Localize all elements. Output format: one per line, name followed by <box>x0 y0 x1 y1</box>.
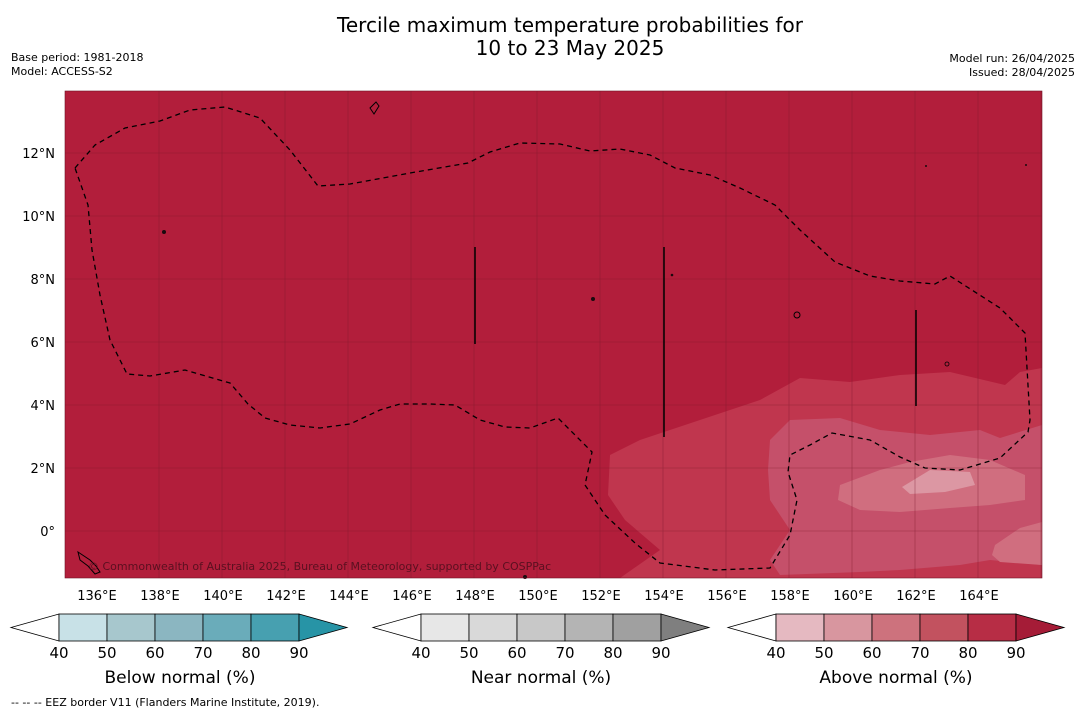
footnote: -- -- -- EEZ border V11 (Flanders Marine… <box>11 696 320 709</box>
issued-date: Issued: 28/04/2025 <box>968 66 1075 79</box>
meta-left: Base period: 1981-2018 Model: ACCESS-S2 <box>11 51 143 79</box>
model-name: Model: ACCESS-S2 <box>11 65 113 78</box>
colorbar-segment <box>420 613 470 642</box>
colorbar-tick-label: 60 <box>862 644 881 662</box>
island-group-sw <box>77 550 101 575</box>
lon-tick-label: 152°E <box>581 589 621 604</box>
above-normal-label: Above normal (%) <box>819 668 973 688</box>
colorbar-tick-label: 40 <box>766 644 785 662</box>
near-normal-label: Near normal (%) <box>470 668 612 688</box>
below-normal-label: Below normal (%) <box>104 668 256 688</box>
eez-border <box>74 106 1031 571</box>
colorbar-below-normal: 40 50 60 70 80 90 <box>9 613 349 662</box>
colorbar-tick-label: 40 <box>411 644 430 662</box>
colorbar-tick-label: 70 <box>555 644 574 662</box>
lat-tick-label: 8°N <box>31 273 56 288</box>
island <box>591 297 595 301</box>
colorbar-segment <box>823 613 873 642</box>
lat-tick-label: 0° <box>40 525 55 540</box>
colorbar-segment <box>612 613 662 642</box>
lon-tick-label: 150°E <box>518 589 558 604</box>
island <box>1025 164 1027 166</box>
model-run: Model run: 26/04/2025 <box>949 52 1075 65</box>
colorbar-extend-low <box>9 613 60 642</box>
colorbar-tick-label: 90 <box>651 644 670 662</box>
graticule <box>65 91 1042 578</box>
colorbar-segment <box>106 613 156 642</box>
lon-tick-label: 158°E <box>770 589 810 604</box>
map-frame <box>64 90 1043 579</box>
colorbar-segment <box>154 613 204 642</box>
map-title: Tercile maximum temperature probabilitie… <box>0 14 1085 60</box>
colorbar-segment <box>775 613 825 642</box>
lon-tick-labels: 136°E 138°E 140°E 142°E 144°E 146°E 148°E 150°E… <box>77 589 999 604</box>
colorbar-tick-label: 40 <box>49 644 68 662</box>
colorbar-segment <box>871 613 921 642</box>
island <box>670 273 674 277</box>
lon-tick-label: 160°E <box>833 589 873 604</box>
island <box>793 311 801 319</box>
colorbar-extend-high <box>1015 613 1066 642</box>
title-line-2: 10 to 23 May 2025 <box>475 36 665 60</box>
lon-tick-label: 136°E <box>77 589 117 604</box>
colorbar-segment <box>468 613 518 642</box>
colorbar-tick-label: 80 <box>958 644 977 662</box>
lon-tick-label: 164°E <box>959 589 999 604</box>
title-line-1: Tercile maximum temperature probabilitie… <box>337 13 803 37</box>
lat-tick-label: 2°N <box>31 462 56 477</box>
island <box>523 575 527 579</box>
lon-tick-label: 154°E <box>644 589 684 604</box>
base-period: Base period: 1981-2018 <box>11 51 144 64</box>
lon-tick-label: 142°E <box>266 589 306 604</box>
island-north <box>369 101 380 115</box>
island <box>162 230 166 234</box>
island <box>944 361 950 367</box>
colorbar-segment <box>919 613 969 642</box>
colorbar-tick-label: 90 <box>289 644 308 662</box>
lon-tick-label: 156°E <box>707 589 747 604</box>
colorbar-extend-low <box>371 613 422 642</box>
lon-tick-label: 138°E <box>140 589 180 604</box>
colorbar-tick-label: 50 <box>459 644 478 662</box>
colorbar-extend-high <box>660 613 711 642</box>
copyright-text: © Commonwealth of Australia 2025, Bureau… <box>88 560 551 573</box>
colorbar-tick-label: 70 <box>193 644 212 662</box>
colorbar-extend-low <box>726 613 777 642</box>
colorbar-above-normal: 40 50 60 70 80 90 <box>726 613 1066 662</box>
colorbar-segment <box>564 613 614 642</box>
lat-tick-labels: 12°N 10°N 8°N 6°N 4°N 2°N 0° <box>22 147 55 540</box>
colorbar-near-normal: 40 50 60 70 80 90 <box>371 613 711 662</box>
colorbar-tick-label: 60 <box>507 644 526 662</box>
colorbar-tick-label: 50 <box>97 644 116 662</box>
island <box>925 165 927 167</box>
prob-region-80b <box>992 522 1042 565</box>
colorbar-extend-high <box>298 613 349 642</box>
lon-tick-label: 146°E <box>392 589 432 604</box>
colorbar-tick-label: 70 <box>910 644 929 662</box>
lat-tick-label: 4°N <box>31 399 56 414</box>
lon-tick-label: 144°E <box>329 589 369 604</box>
prob-region-90 <box>902 470 975 494</box>
colorbar-tick-label: 80 <box>241 644 260 662</box>
colorbar-tick-label: 90 <box>1006 644 1025 662</box>
lat-tick-label: 10°N <box>22 210 55 225</box>
colorbar-segment <box>58 613 108 642</box>
lon-tick-label: 140°E <box>203 589 243 604</box>
lon-tick-label: 148°E <box>455 589 495 604</box>
colorbar-segment <box>967 613 1017 642</box>
lon-tick-label: 162°E <box>896 589 936 604</box>
lat-tick-label: 12°N <box>22 147 55 162</box>
colorbar-segment <box>250 613 300 642</box>
colorbar-tick-label: 60 <box>145 644 164 662</box>
colorbar-segment <box>202 613 252 642</box>
colorbar-tick-label: 50 <box>814 644 833 662</box>
meta-right: Model run: 26/04/2025 Issued: 28/04/2025 <box>949 52 1075 80</box>
lat-tick-label: 6°N <box>31 336 56 351</box>
colorbars: 40 50 60 70 80 90 40 50 60 70 80 90 40 50 60 70 80 90 <box>9 613 1066 662</box>
colorbar-tick-label: 80 <box>603 644 622 662</box>
colorbar-segment <box>516 613 566 642</box>
